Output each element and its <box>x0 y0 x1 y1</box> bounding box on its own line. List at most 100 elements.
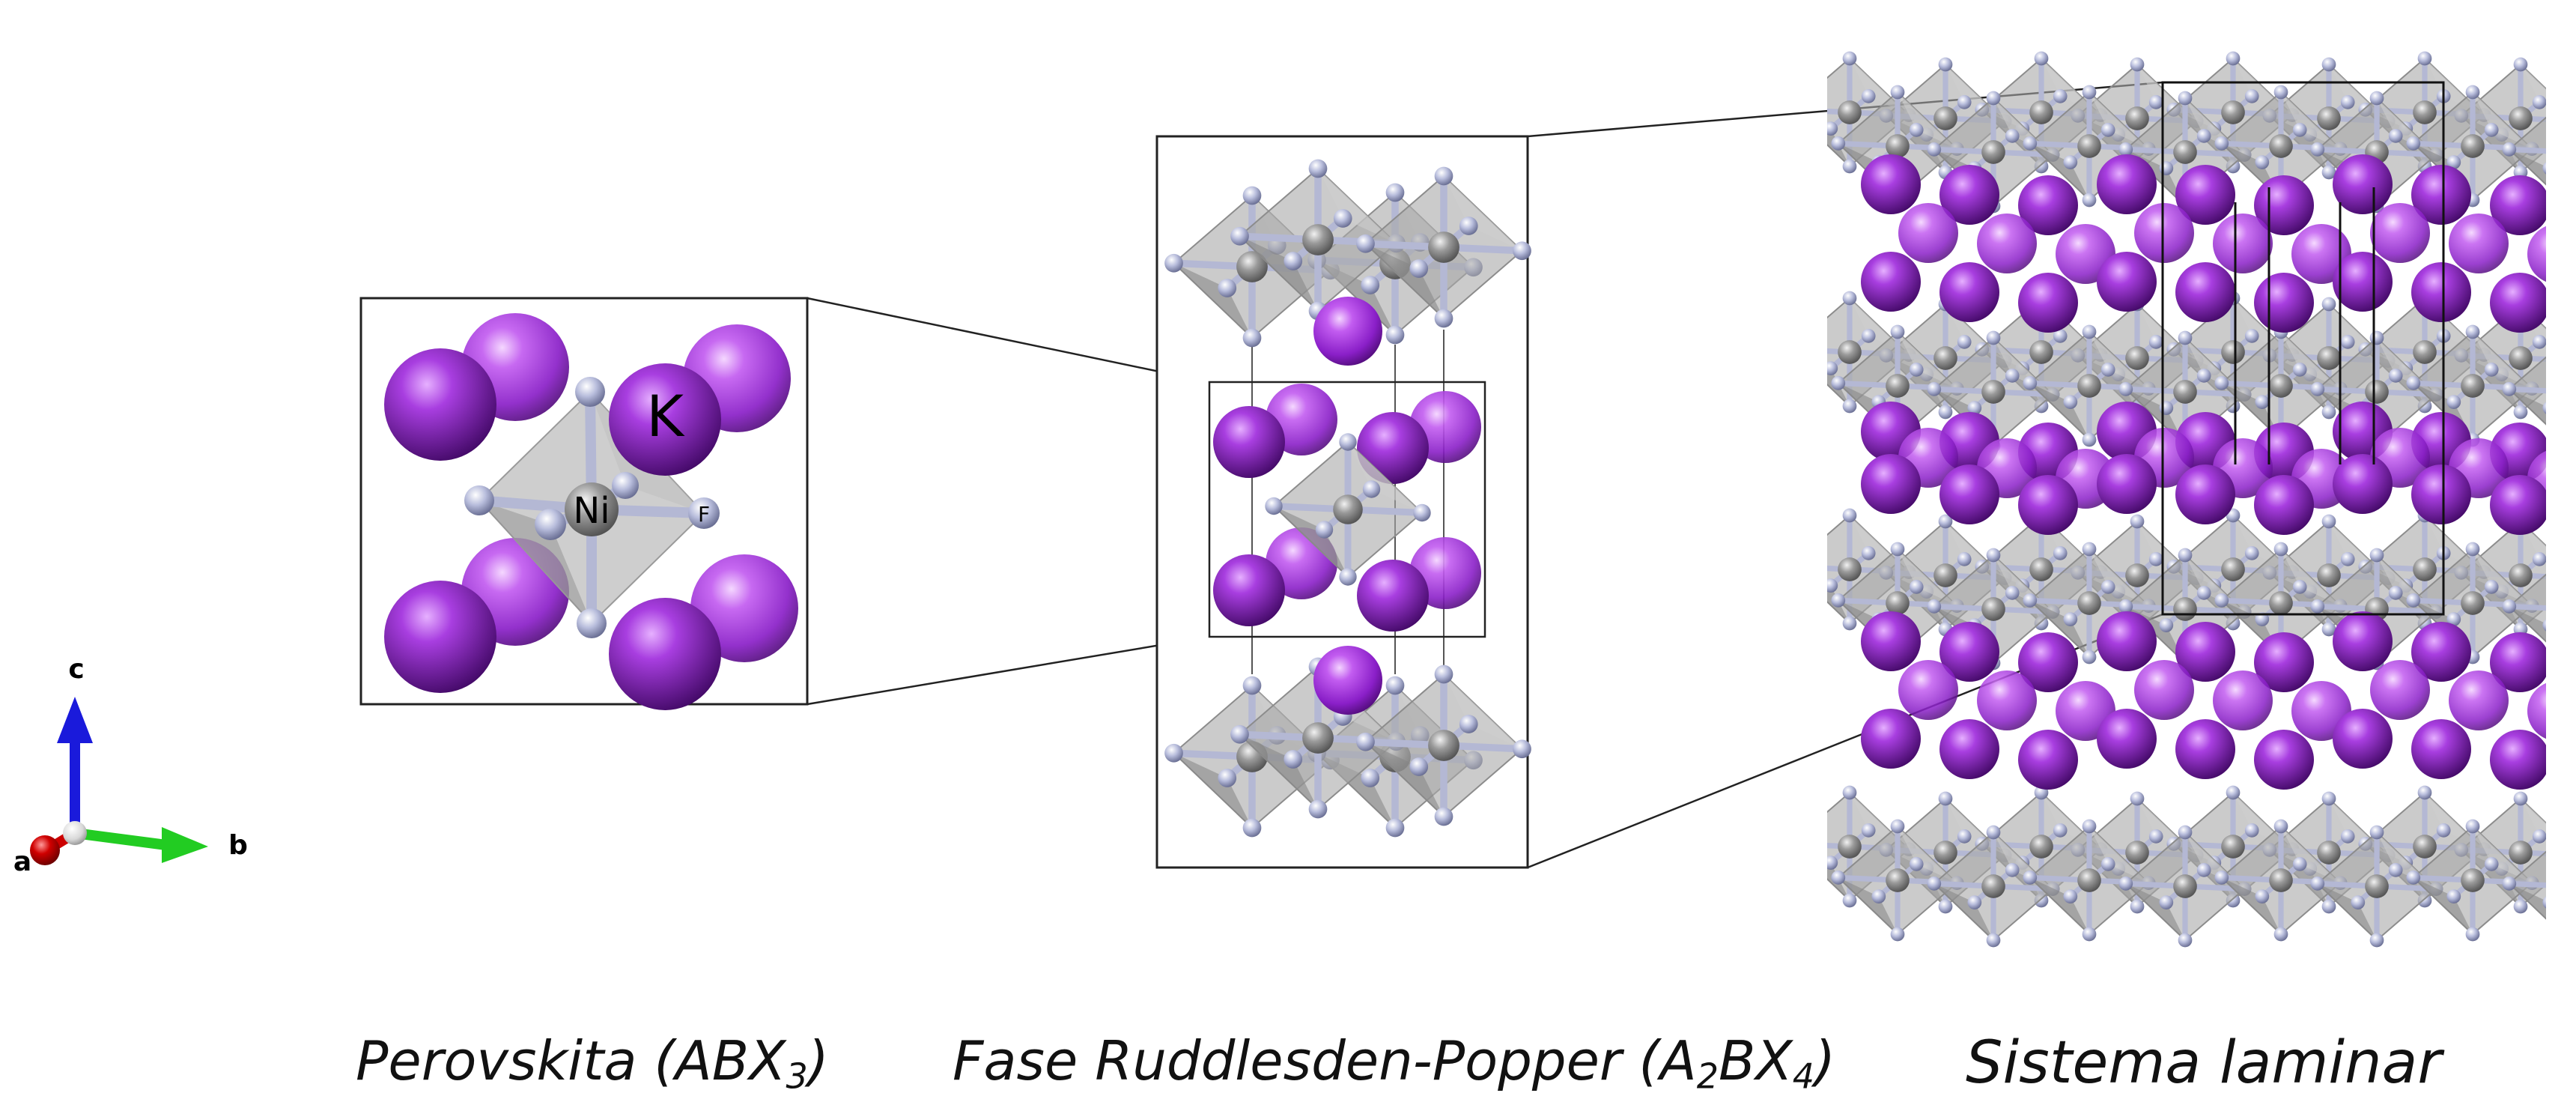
potassium-atom <box>2449 214 2509 273</box>
potassium-atom <box>2018 730 2078 790</box>
potassium-atom <box>1861 709 1921 769</box>
octahedron <box>2502 356 2546 426</box>
potassium-atom <box>2411 262 2471 322</box>
potassium-atom <box>1939 719 1999 779</box>
potassium-atom <box>2370 203 2430 263</box>
rp-octahedra-layer-top <box>1164 159 1531 348</box>
octahedron <box>2214 819 2348 942</box>
octahedron <box>2023 819 2156 942</box>
rp-potassium-atoms <box>1213 297 1481 715</box>
potassium-atom <box>2175 719 2235 779</box>
octahedron <box>2310 548 2443 670</box>
caption-perovskite: Perovskita (ABX3) <box>356 1029 829 1097</box>
potassium-atom <box>2097 611 2157 671</box>
potassium-atom <box>2134 203 2194 263</box>
potassium-atom <box>2449 670 2509 730</box>
a-axis-arrow-icon <box>30 835 60 865</box>
potassium-atom <box>2333 709 2393 769</box>
octahedron <box>1831 819 1964 942</box>
layered-atoms <box>1827 51 2546 948</box>
potassium-atom <box>2018 475 2078 535</box>
potassium-atom <box>2175 622 2235 682</box>
potassium-atom <box>1977 214 2037 273</box>
potassium-atom <box>1898 203 1958 263</box>
potassium-atom <box>1861 454 1921 514</box>
potassium-atom <box>2213 670 2273 730</box>
nickel-atom <box>565 482 619 536</box>
potassium-atom <box>2254 273 2314 333</box>
octahedron <box>1356 166 1531 328</box>
rp-octahedron-middle <box>1265 433 1431 586</box>
potassium-atom <box>2134 660 2194 720</box>
octahedron <box>1265 433 1431 586</box>
axis-triad: c b a <box>13 654 248 877</box>
potassium-atom <box>2333 154 2393 214</box>
potassium-atom <box>2333 454 2393 514</box>
potassium-atom <box>2490 730 2546 790</box>
c-axis-arrow-icon <box>57 697 93 743</box>
axis-c-label: c <box>68 654 84 685</box>
potassium-atom <box>1939 464 1999 524</box>
potassium-atoms-front <box>384 348 721 710</box>
nickel-label: Ni <box>573 490 610 532</box>
rp-perovskite-block-box <box>1208 381 1486 638</box>
potassium-atom <box>2213 214 2273 273</box>
potassium-atom <box>2097 154 2157 214</box>
potassium-atom <box>2333 611 2393 671</box>
axis-a-label: a <box>13 847 31 877</box>
octahedron <box>2502 850 2546 920</box>
potassium-atom <box>1939 622 1999 682</box>
octahedron <box>2214 85 2348 208</box>
potassium-atom <box>2527 225 2546 282</box>
potassium-atom <box>1939 262 1999 322</box>
potassium-atom <box>2018 273 2078 333</box>
potassium-atom <box>1861 611 1921 671</box>
potassium-atom <box>2490 273 2546 333</box>
potassium-atom <box>2370 660 2430 720</box>
axis-b-label: b <box>228 830 248 861</box>
rp-octahedra-layer-bottom <box>1164 657 1531 838</box>
potassium-atom <box>2097 252 2157 312</box>
ruddlesden-popper-panel <box>1155 135 1531 869</box>
octahedron <box>2118 825 2252 948</box>
octahedron <box>1164 676 1340 838</box>
potassium-atom <box>1977 670 2037 730</box>
potassium-atom <box>2411 719 2471 779</box>
potassium-atom <box>2411 622 2471 682</box>
potassium-atom <box>2018 632 2078 692</box>
potassium-atom <box>2175 464 2235 524</box>
potassium-atom <box>2175 262 2235 322</box>
potassium-atom <box>2490 175 2546 235</box>
potassium-atom <box>2254 730 2314 790</box>
potassium-atom <box>1861 154 1921 214</box>
potassium-atom <box>2490 475 2546 535</box>
potassium-label: K <box>646 383 685 449</box>
caption-ruddlesden-popper: Fase Ruddlesden-Popper (A2BX4) <box>953 1029 1836 1097</box>
b-axis-arrow-icon <box>162 827 208 863</box>
perovskite-panel: K Ni F <box>359 297 809 710</box>
octahedron <box>1356 664 1531 826</box>
potassium-atom <box>2411 165 2471 225</box>
octahedron <box>2502 116 2546 186</box>
octahedron <box>2502 573 2546 643</box>
potassium-atom <box>1861 252 1921 312</box>
potassium-atom <box>2411 464 2471 524</box>
potassium-atom <box>2490 632 2546 692</box>
layered-cell-outline <box>2161 81 2445 616</box>
octahedron <box>1831 324 1964 447</box>
potassium-atom <box>1898 660 1958 720</box>
fluorine-atoms <box>464 377 720 638</box>
potassium-atom <box>2254 632 2314 692</box>
octahedron <box>1927 825 2060 948</box>
potassium-atom <box>1939 165 1999 225</box>
potassium-atom <box>2333 252 2393 312</box>
potassium-atom <box>2175 165 2235 225</box>
layered-system-panel <box>1827 51 2546 948</box>
potassium-atom <box>2018 175 2078 235</box>
potassium-atom <box>2527 682 2546 739</box>
potassium-atom <box>2254 475 2314 535</box>
potassium-atom <box>2097 709 2157 769</box>
octahedron <box>1230 159 1406 321</box>
potassium-atom <box>2097 454 2157 514</box>
